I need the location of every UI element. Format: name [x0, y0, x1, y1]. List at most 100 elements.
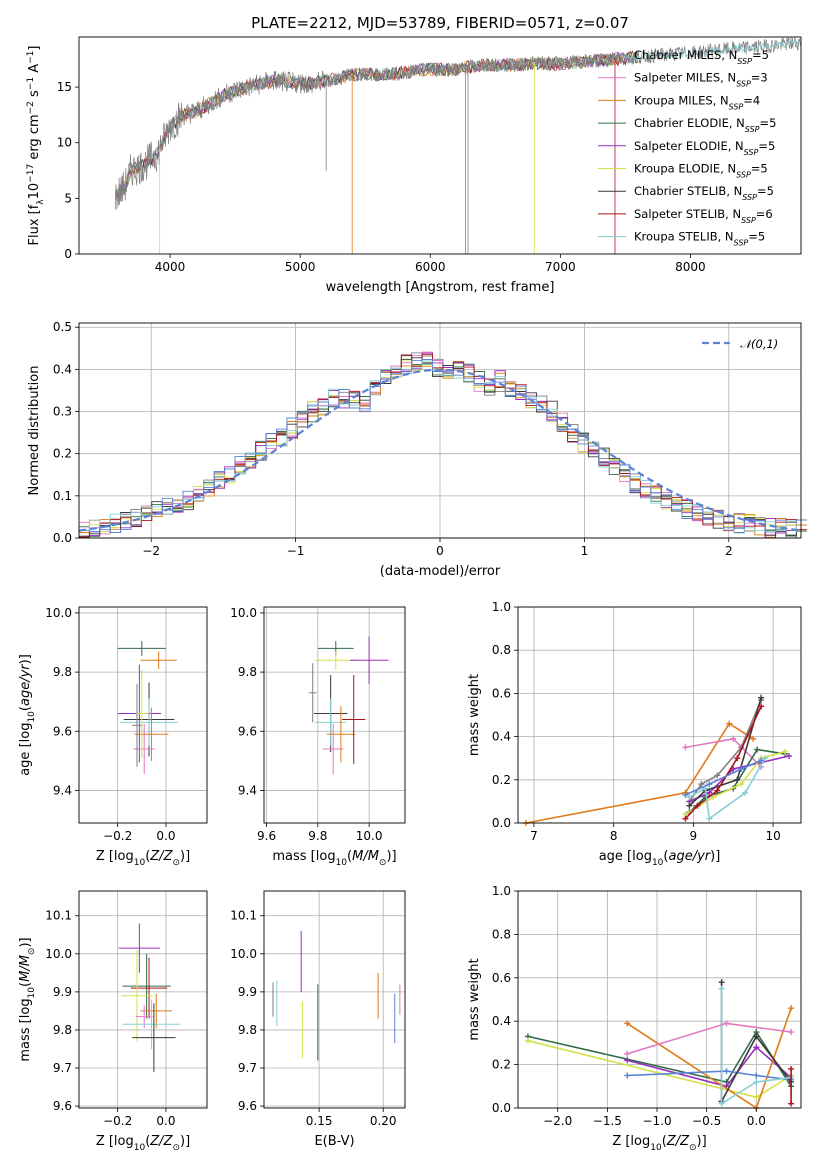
- model-line: [115, 52, 639, 200]
- axes-frame: [78, 36, 802, 255]
- legend-nssp: =5: [758, 139, 775, 153]
- histogram-step: [79, 360, 807, 534]
- label-part: erg cm: [27, 114, 42, 163]
- y-tick-label: 9.8: [238, 1023, 257, 1037]
- label-part: Z/Z: [666, 1134, 690, 1149]
- plot-area: [272, 930, 401, 1061]
- figure-title: PLATE=2212, MJD=53789, FIBERID=0571, z=0…: [251, 14, 629, 32]
- x-tick-label: −2.0: [543, 1114, 572, 1128]
- point-marker: [734, 755, 741, 762]
- axes-frame: [78, 322, 802, 539]
- point-marker: [738, 781, 745, 788]
- point-marker: [742, 789, 749, 796]
- histogram-step: [79, 359, 807, 539]
- point-marker: [682, 791, 689, 798]
- legend-subscript: SSP: [744, 147, 759, 156]
- label-part: s: [27, 90, 42, 101]
- grid: [79, 323, 801, 539]
- axes-age-vs-Z: −0.2 0.09.49.69.810.0Z [log10(Z/Z⊙)]age […: [18, 606, 208, 868]
- axes-residuals: −2 −1 0 1 2 0.0 0.1 0.2 0.3 0.4 0.5 (data-model)/er…: [27, 320, 807, 579]
- x-tick-label: 0: [436, 544, 444, 558]
- legend-entry: Salpeter STELIB, NSSP=6: [634, 207, 773, 225]
- label-part: ⊙: [27, 948, 37, 956]
- y-tick-label: 9.8: [238, 665, 257, 679]
- axes-spectrum: 4000 5000 6000 7000 8000 0 5 10 15 wavelength [An…: [26, 36, 802, 295]
- x-axis-label: wavelength [Angstrom, rest frame]: [326, 280, 555, 295]
- weight-line: [685, 759, 762, 796]
- point-marker: [706, 781, 713, 788]
- plot-area: [117, 641, 179, 775]
- weight-line: [720, 988, 792, 1106]
- model-line: [625, 40, 802, 61]
- y-tick-label: 0.5: [53, 320, 72, 334]
- point-marker: [788, 1005, 795, 1012]
- x-tick-label: 2: [725, 544, 733, 558]
- label-part: (: [18, 706, 33, 711]
- label-part: (: [18, 982, 33, 987]
- y-tick-label: 0.4: [492, 1014, 511, 1028]
- y-tick-label: 0.6: [492, 971, 511, 985]
- weight-line: [627, 1070, 792, 1081]
- legend-entry: Chabrier MILES, NSSP=5: [634, 48, 769, 66]
- legend-entry: Kroupa STELIB, NSSP=5: [634, 230, 765, 248]
- legend-series-name: Chabrier MILES, N: [634, 48, 737, 62]
- label-part: 10: [336, 858, 348, 868]
- y-tick-label: 0.2: [492, 773, 511, 787]
- y-tick-label: 0.2: [492, 1058, 511, 1072]
- point-marker: [788, 1100, 795, 1107]
- legend-series-name: Chabrier STELIB, N: [634, 184, 742, 198]
- axes-frame: [78, 606, 208, 824]
- y-tick-label: 9.8: [53, 1023, 72, 1037]
- x-axis-label: Z [log10(Z/Z⊙)]: [96, 1134, 190, 1153]
- y-tick-label: 10.0: [230, 947, 257, 961]
- y-tick-label: 10.0: [45, 606, 72, 620]
- axes-frame: [263, 606, 406, 824]
- y-tick-label: 5: [64, 191, 72, 205]
- y-tick-label: 1.0: [492, 600, 511, 614]
- legend-nssp: =5: [752, 48, 769, 62]
- y-axis-label: mass weight: [467, 674, 482, 756]
- y-tick-label: 0.3: [53, 405, 72, 419]
- point-marker: [750, 735, 757, 742]
- x-axis-label: mass [log10(M/M⊙)]: [272, 849, 396, 868]
- label-part: )]: [180, 849, 190, 864]
- legend-nssp: =6: [756, 207, 773, 221]
- point-marker: [686, 802, 693, 809]
- legend-entry: Kroupa MILES, NSSP=4: [634, 93, 760, 111]
- point-marker: [706, 789, 713, 796]
- x-tick-label: −0.2: [103, 829, 132, 843]
- y-axis-label: age [log10(age/yr)]: [18, 654, 37, 776]
- point-marker: [788, 1065, 795, 1072]
- point-marker: [754, 746, 761, 753]
- y-tick-label: 9.4: [53, 783, 72, 797]
- label-part: 10: [27, 987, 37, 999]
- x-tick-label: −2: [142, 544, 160, 558]
- legend-series-name: Kroupa MILES, N: [634, 93, 729, 107]
- point-marker: [624, 1057, 631, 1064]
- point-marker: [686, 794, 693, 801]
- label-part: 10: [652, 858, 664, 868]
- grid: [79, 891, 207, 1108]
- label-part: )]: [697, 1134, 707, 1149]
- y-tick-label: 0.8: [492, 927, 511, 941]
- grid: [79, 607, 207, 823]
- label-part: age/yr: [668, 849, 711, 864]
- legend-subscript: SSP: [745, 125, 760, 134]
- label-part: Z/Z: [149, 849, 173, 864]
- legend-nssp: =5: [757, 184, 774, 198]
- point-marker: [762, 755, 769, 762]
- x-tick-label: 1: [581, 544, 589, 558]
- y-tick-label: 10.0: [230, 606, 257, 620]
- model-line: [115, 49, 639, 198]
- grid: [264, 607, 405, 823]
- label-part: mass [log: [272, 849, 335, 864]
- label-part: M/M: [352, 849, 379, 864]
- y-tick-label: 9.7: [53, 1061, 72, 1075]
- label-part: 10: [134, 1143, 146, 1153]
- x-tick-label: 5000: [285, 260, 316, 274]
- point-marker: [753, 1094, 760, 1101]
- weight-line: [688, 699, 762, 802]
- axes-frame: [517, 890, 802, 1109]
- axes-weight-vs-Z: −2.0 −1.5 −1.0 −0.5 0.0 0.0 0.2 0.4 0.6 0.8 1.0 Z […: [467, 884, 802, 1153]
